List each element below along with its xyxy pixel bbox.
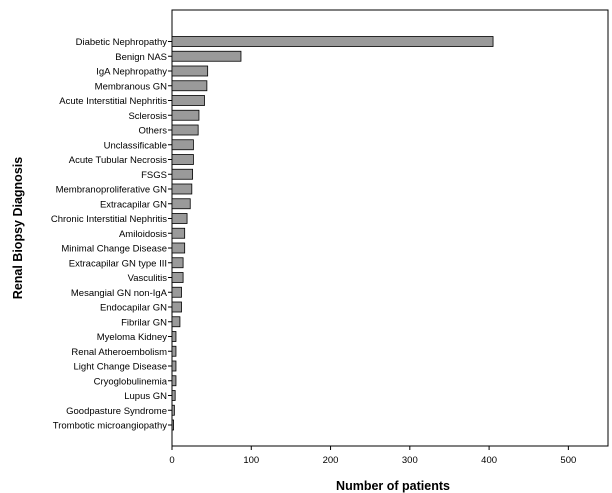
category-label: Minimal Change Disease	[61, 244, 167, 255]
bars-group	[171, 36, 494, 431]
bar	[171, 257, 184, 269]
category-label: Membranous GN	[95, 81, 167, 92]
x-axis-ticks: 0 100 200 300 400 500	[169, 446, 576, 466]
bar	[171, 404, 175, 416]
bar	[171, 286, 182, 298]
bar	[171, 124, 199, 136]
category-label: Vasculitis	[128, 273, 168, 284]
category-label: Sclerosis	[128, 111, 167, 122]
category-label: Membranoproliferative GN	[56, 185, 168, 196]
category-label: Trombotic microangiopathy	[53, 421, 167, 432]
bar	[171, 301, 182, 313]
category-label: Others	[138, 126, 167, 137]
category-label: IgA Nephropathy	[96, 67, 167, 78]
bar	[171, 36, 494, 47]
category-label: Acute Tubular Necrosis	[69, 155, 167, 166]
bar	[171, 390, 176, 401]
category-label: Benign NAS	[115, 52, 167, 63]
x-axis-title: Number of patients	[336, 479, 450, 493]
bar	[171, 345, 177, 357]
category-label: Renal Atheroembolism	[71, 347, 167, 358]
plot-area	[171, 9, 609, 447]
bar	[171, 242, 186, 254]
bar	[171, 139, 194, 151]
category-label: Myeloma Kidney	[97, 332, 167, 343]
bar	[171, 375, 177, 387]
bar	[171, 360, 177, 372]
bar	[171, 419, 174, 431]
category-label: Light Change Disease	[74, 362, 167, 373]
category-label: FSGS	[141, 170, 167, 181]
category-label: Chronic Interstitial Nephritis	[51, 214, 167, 225]
bar	[171, 50, 242, 62]
category-label: Extracapilar GN type III	[69, 258, 167, 269]
category-labels: Diabetic Nephropathy Benign NAS IgA Nephro…	[51, 37, 172, 432]
y-axis-title: Renal Biopsy Diagnosis	[11, 157, 25, 299]
bar	[171, 109, 200, 121]
x-tick-label: 100	[243, 455, 259, 466]
x-tick-label: 400	[481, 455, 497, 466]
bar	[171, 168, 194, 180]
x-tick-label: 200	[323, 455, 339, 466]
bar	[171, 65, 209, 77]
category-label: Goodpasture Syndrome	[66, 406, 167, 417]
bar	[171, 272, 184, 283]
bar	[171, 154, 194, 165]
category-label: Fibrilar GN	[121, 317, 167, 328]
category-label: Mesangial GN non-IgA	[71, 288, 168, 299]
category-label: Diabetic Nephropathy	[76, 37, 168, 48]
category-label: Extracapilar GN	[100, 199, 167, 210]
bar	[171, 183, 193, 195]
x-tick-label: 300	[402, 455, 418, 466]
category-label: Acute Interstitial Nephritis	[59, 96, 167, 107]
bar	[171, 227, 186, 239]
bar	[171, 95, 205, 106]
bar	[171, 213, 188, 224]
bar	[171, 316, 181, 328]
bar	[171, 80, 208, 92]
bar	[171, 331, 177, 342]
bar	[171, 198, 191, 210]
category-label: Cryoglobulinemia	[94, 376, 168, 387]
category-label: Amiloidosis	[119, 229, 167, 240]
category-label: Unclassificable	[104, 140, 167, 151]
x-tick-label: 500	[560, 455, 576, 466]
category-label: Lupus GN	[124, 391, 167, 402]
x-tick-label: 0	[169, 455, 174, 466]
category-label: Endocapilar GN	[100, 303, 167, 314]
